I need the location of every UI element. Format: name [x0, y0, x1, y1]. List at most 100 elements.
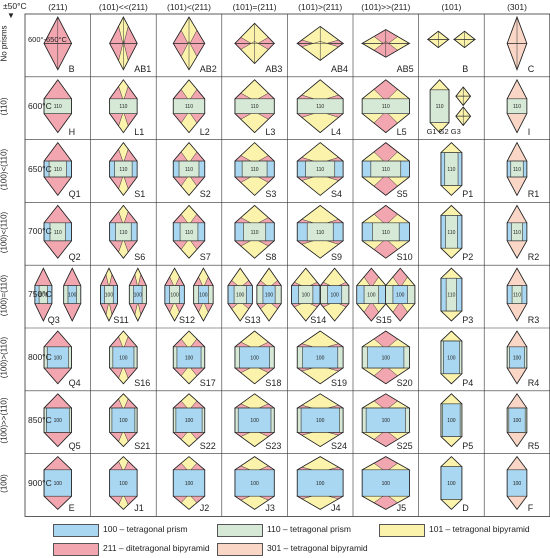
crystal-label: Q2: [68, 252, 81, 263]
crystal-label: R2: [527, 252, 540, 263]
crystal-outline: [361, 204, 410, 259]
legend-swatch-100: [53, 524, 99, 537]
face-label: 100: [39, 293, 48, 299]
crystal-outline: [43, 79, 72, 134]
face-label: 100: [68, 293, 77, 299]
face-label: 100: [447, 481, 456, 487]
face-label: 100: [382, 355, 391, 361]
column-header: (101)<<(211): [98, 2, 148, 12]
crystal-face: [112, 346, 135, 369]
crystal-face: [43, 367, 73, 385]
row-temperature: 700°C: [28, 226, 52, 237]
crystal-r4-c8: 110: [506, 204, 528, 259]
crystal-face: [63, 303, 82, 322]
crystal-outline: [43, 393, 72, 448]
crystal-face: [444, 152, 459, 186]
crystal-outline: [234, 204, 275, 259]
crystal-outline: [296, 456, 344, 510]
crystal-face: [241, 160, 268, 178]
crystal-label: S23: [265, 440, 282, 451]
legend-swatch-101: [379, 524, 425, 537]
crystal-label: R5: [527, 440, 540, 451]
crystal-outline: [385, 267, 416, 322]
crystal-label: D: [462, 503, 469, 514]
crystal-outline: [440, 204, 463, 259]
crystal-face: [178, 160, 200, 178]
crystal-face: [43, 330, 73, 348]
crystal-face: [198, 285, 209, 304]
crystal-label: AB2: [199, 63, 217, 74]
crystal-r1-c3: [172, 16, 206, 71]
crystal-face: [43, 495, 73, 510]
face-label: 110: [513, 293, 521, 299]
crystal-label: S25: [396, 440, 413, 451]
crystal-outline: [172, 142, 206, 196]
face-label: 110: [185, 167, 193, 173]
crystal-label: J2: [199, 503, 210, 514]
crystal-face: [262, 285, 276, 304]
crystal-label: E: [68, 503, 75, 514]
crystal-outline: [172, 79, 206, 134]
column-header: (101)>(211): [298, 2, 343, 12]
legend-211-ditetragonal-bipyramid: 211 – ditetragonal bipyramid: [103, 543, 210, 553]
crystal-outline: [296, 393, 344, 448]
crystal-face: [506, 495, 528, 510]
crystal-r8-c5: 100: [296, 456, 345, 510]
crystal-label: S21: [134, 440, 151, 451]
crystal-face: [43, 393, 73, 409]
column-header: (301): [507, 2, 527, 12]
crystal-label: S5: [396, 189, 408, 200]
crystal-face: [506, 456, 528, 471]
crystal-outline: [234, 142, 275, 196]
crystal-label: H: [68, 126, 76, 137]
face-label: 100: [170, 293, 179, 299]
crystal-outline: [63, 267, 82, 322]
crystal-r5-c2: 100 100: [99, 267, 147, 322]
crystal-face: [506, 432, 528, 448]
row-temperature: 600°-650°C: [28, 35, 67, 44]
crystal-outline: [440, 330, 463, 385]
crystal-label: S17: [199, 377, 216, 388]
face-label: 110: [316, 167, 324, 173]
face-label: 110: [447, 167, 455, 173]
face-label: 110: [513, 104, 521, 110]
crystal-face: [392, 285, 408, 304]
crystal-r1-c1: [43, 16, 73, 71]
crystal-outline: [319, 267, 350, 322]
crystal-outline: [296, 330, 344, 385]
crystal-r3-c4: 110: [234, 142, 276, 196]
column-header: (101): [441, 2, 462, 12]
face-label: 110: [251, 167, 259, 173]
crystal-label: S15: [375, 315, 392, 325]
face-label: 110: [119, 104, 127, 110]
crystal-outline: [506, 267, 528, 322]
crystal-label: S9: [331, 252, 343, 263]
crystal-r1-c2: [109, 16, 138, 71]
crystal-r3-c8: 110: [506, 141, 528, 197]
face-label: 100: [513, 481, 522, 487]
crystal-r2-c7: 110: [429, 79, 472, 134]
crystal-r7-c7: 100: [440, 393, 463, 448]
crystal-outline: [296, 79, 344, 134]
crystal-label: S3: [265, 189, 277, 200]
crystal-r2-c5: 110: [296, 79, 344, 134]
face-label: 110: [316, 104, 324, 110]
crystal-label: AB5: [396, 63, 414, 74]
crystal-label: R3: [527, 315, 540, 325]
column-header: (101)>>(211): [361, 2, 411, 12]
crystal-label: P4: [462, 377, 474, 388]
crystal-r6-c5: 100: [296, 330, 345, 385]
crystal-label: AB1: [134, 63, 152, 74]
crystal-r7-c4: 100: [233, 393, 276, 448]
legend-100-tetragonal-prism: 100 – tetragonal prism: [103, 524, 188, 534]
face-label: 100: [199, 293, 208, 299]
crystal-face: [38, 285, 48, 304]
crystal-label: S20: [396, 377, 413, 388]
crystal-face: [510, 160, 524, 178]
crystal-face: [302, 346, 339, 369]
crystal-r5-c4: 100 100: [227, 267, 282, 322]
row-temperature: 600°C: [28, 100, 52, 111]
crystal-face: [440, 373, 463, 385]
crystal-label: S22: [199, 440, 216, 451]
crystal-face: [508, 407, 526, 433]
